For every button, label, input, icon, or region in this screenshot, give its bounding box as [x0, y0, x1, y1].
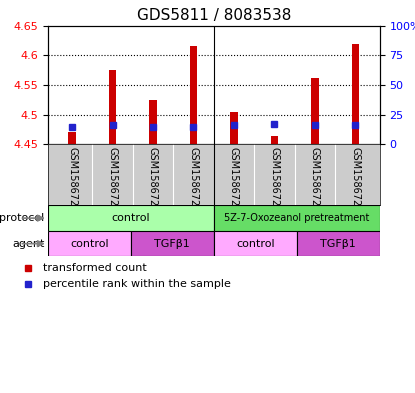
- Text: GSM1586720: GSM1586720: [67, 147, 77, 213]
- Text: 5Z-7-Oxozeanol pretreatment: 5Z-7-Oxozeanol pretreatment: [224, 213, 369, 223]
- Bar: [214, 205, 380, 231]
- Bar: [271, 136, 278, 145]
- Text: percentile rank within the sample: percentile rank within the sample: [43, 279, 231, 289]
- Bar: [48, 205, 214, 231]
- Text: TGFβ1: TGFβ1: [320, 239, 356, 249]
- Text: GSM1586721: GSM1586721: [229, 147, 239, 213]
- Bar: [214, 231, 297, 256]
- Text: control: control: [70, 239, 109, 249]
- Bar: [352, 44, 359, 145]
- Bar: [131, 231, 214, 256]
- Bar: [48, 231, 131, 256]
- Text: control: control: [236, 239, 275, 249]
- Text: protocol: protocol: [0, 213, 44, 223]
- Bar: [190, 46, 197, 145]
- Bar: [149, 100, 156, 145]
- Bar: [297, 231, 380, 256]
- Text: control: control: [111, 213, 150, 223]
- Text: GSM1586725: GSM1586725: [269, 147, 279, 213]
- Title: GDS5811 / 8083538: GDS5811 / 8083538: [137, 8, 291, 23]
- Text: GSM1586723: GSM1586723: [310, 147, 320, 213]
- Text: transformed count: transformed count: [43, 263, 147, 273]
- Bar: [311, 78, 319, 145]
- Text: agent: agent: [12, 239, 44, 249]
- Bar: [109, 70, 116, 145]
- Bar: [230, 112, 238, 145]
- Text: GSM1586726: GSM1586726: [188, 147, 198, 213]
- Text: GSM1586727: GSM1586727: [350, 147, 361, 213]
- Bar: [68, 132, 76, 145]
- Text: GSM1586724: GSM1586724: [107, 147, 117, 213]
- Text: TGFβ1: TGFβ1: [154, 239, 190, 249]
- Text: GSM1586722: GSM1586722: [148, 147, 158, 213]
